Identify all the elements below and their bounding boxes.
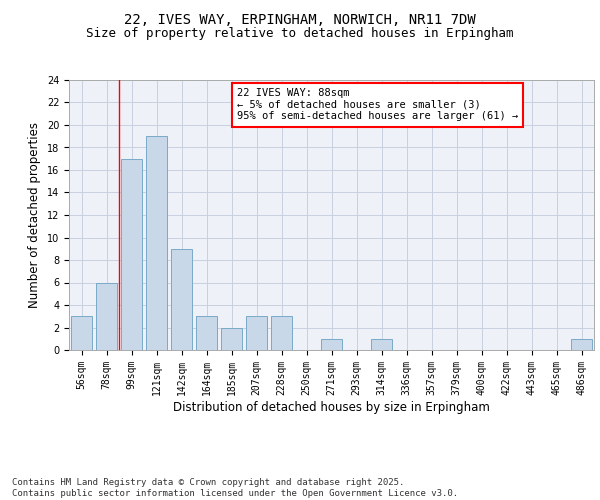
- Bar: [121, 159, 142, 350]
- Text: 22, IVES WAY, ERPINGHAM, NORWICH, NR11 7DW: 22, IVES WAY, ERPINGHAM, NORWICH, NR11 7…: [124, 12, 476, 26]
- Bar: [246, 316, 267, 350]
- Bar: [571, 339, 592, 350]
- Bar: [371, 339, 392, 350]
- Bar: [221, 328, 242, 350]
- Bar: [71, 316, 92, 350]
- Text: Size of property relative to detached houses in Erpingham: Size of property relative to detached ho…: [86, 28, 514, 40]
- X-axis label: Distribution of detached houses by size in Erpingham: Distribution of detached houses by size …: [173, 400, 490, 413]
- Bar: [321, 339, 342, 350]
- Bar: [171, 248, 192, 350]
- Text: Contains HM Land Registry data © Crown copyright and database right 2025.
Contai: Contains HM Land Registry data © Crown c…: [12, 478, 458, 498]
- Text: 22 IVES WAY: 88sqm
← 5% of detached houses are smaller (3)
95% of semi-detached : 22 IVES WAY: 88sqm ← 5% of detached hous…: [237, 88, 518, 122]
- Y-axis label: Number of detached properties: Number of detached properties: [28, 122, 41, 308]
- Bar: [146, 136, 167, 350]
- Bar: [96, 282, 117, 350]
- Bar: [196, 316, 217, 350]
- Bar: [271, 316, 292, 350]
